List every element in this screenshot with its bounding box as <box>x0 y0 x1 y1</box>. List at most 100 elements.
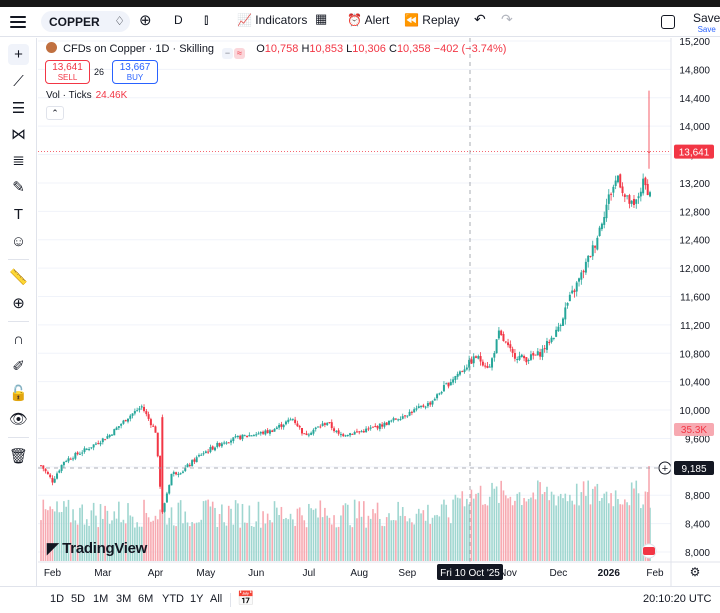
volume-bar <box>603 493 606 561</box>
chevron-up-icon[interactable]: ⌃ <box>46 106 64 120</box>
layouts-icon[interactable]: ▦ <box>315 11 328 26</box>
candle-body <box>452 379 455 383</box>
compare-plus-icon[interactable]: ⊕ <box>139 12 152 29</box>
candle-body <box>298 426 301 428</box>
trash-icon[interactable]: 🗑 <box>8 448 29 465</box>
replay-button[interactable]: ⏪ Replay <box>404 13 460 27</box>
pencil-lock-icon[interactable]: ✐ <box>12 358 25 375</box>
price-tick-label: 14,800 <box>679 65 710 76</box>
volume-bar <box>585 495 587 561</box>
emoji-icon[interactable]: ☺ <box>10 233 27 250</box>
volume-bar <box>573 504 576 561</box>
menu-icon[interactable] <box>10 16 26 28</box>
candle-body <box>115 427 118 430</box>
volume-bar <box>60 511 63 561</box>
fib-icon[interactable]: ≣ <box>12 152 25 169</box>
candle-body <box>184 467 187 471</box>
candle-body <box>365 428 368 432</box>
candle-body <box>408 411 411 416</box>
candle-body <box>273 429 276 432</box>
time-tick-label: Apr <box>148 568 164 579</box>
candle-body <box>104 439 107 441</box>
alert-button[interactable]: ⏰ Alert <box>347 13 389 27</box>
volume-bar <box>97 527 100 561</box>
zoom-icon[interactable]: ⊕ <box>12 295 25 312</box>
volume-bar <box>189 526 191 561</box>
range-3m[interactable]: 3M <box>116 593 132 605</box>
range-ytd[interactable]: YTD <box>162 593 184 605</box>
candle-body <box>548 341 551 344</box>
candle-body <box>51 477 54 483</box>
volume-bar <box>326 515 328 561</box>
indicators-button[interactable]: 📈 Indicators <box>237 13 307 27</box>
text-icon[interactable]: T <box>13 206 24 223</box>
range-6m[interactable]: 6M <box>138 593 154 605</box>
range-1d[interactable]: 1D <box>50 593 65 605</box>
horizontal-lines-icon[interactable]: ☰ <box>11 100 26 117</box>
price-chart[interactable]: 15,20014,80014,40014,00013,60013,20012,8… <box>38 38 720 586</box>
pattern-icon[interactable]: ⋈ <box>11 126 26 143</box>
candle-body <box>555 329 558 337</box>
brush-icon[interactable]: ✎ <box>12 179 25 196</box>
volume-bar <box>477 492 480 561</box>
fullscreen-icon[interactable] <box>661 15 675 29</box>
time-tick-label: Feb <box>44 568 62 579</box>
volume-bar <box>582 481 585 561</box>
range-1y[interactable]: 1Y <box>190 593 204 605</box>
volume-bar <box>406 521 409 561</box>
candle-body <box>644 177 647 186</box>
candle-body <box>319 426 322 428</box>
crosshair-icon[interactable]: + <box>8 44 29 65</box>
candle-body <box>562 318 564 326</box>
us-flag-icon <box>643 547 655 555</box>
candle-body <box>449 382 452 386</box>
candle-body <box>305 433 308 436</box>
collapse-legend-icon[interactable]: − <box>222 48 233 59</box>
candle-body <box>371 426 374 428</box>
range-5d[interactable]: 5D <box>71 593 86 605</box>
calendar-icon[interactable]: 📅 <box>237 590 255 606</box>
candle-body <box>200 454 203 456</box>
volume-bar <box>129 515 132 561</box>
volume-bar <box>628 505 631 561</box>
candle-body <box>234 436 237 438</box>
indicators-icon: 📈 <box>237 13 252 27</box>
ruler-icon[interactable]: 📏 <box>9 269 28 286</box>
price-tick-label: 14,000 <box>679 122 710 133</box>
price-tick-label: 8,800 <box>685 491 710 502</box>
volume-bar <box>193 523 196 561</box>
candles-icon[interactable]: ⫾ <box>204 11 209 27</box>
sell-button[interactable]: 13,641 SELL <box>45 60 90 84</box>
buy-button[interactable]: 13,667 BUY <box>112 60 158 84</box>
range-all[interactable]: All <box>210 593 223 605</box>
volume-bar <box>358 501 361 561</box>
candle-body <box>56 473 59 479</box>
candle-body <box>301 427 303 434</box>
volume-bar <box>401 507 404 561</box>
volume-bar <box>482 504 484 561</box>
volume-bar <box>463 506 466 561</box>
volume-bar <box>83 524 86 561</box>
gem-icon: ♢ <box>114 14 125 28</box>
range-1m[interactable]: 1M <box>93 593 109 605</box>
utc-time[interactable]: 20:10:20 UTC <box>643 593 712 605</box>
candle-body <box>566 302 569 306</box>
magnet-icon[interactable]: ∩ <box>13 331 24 348</box>
time-tick-label: Nov <box>499 568 517 579</box>
save-button[interactable]: Save Save <box>693 11 720 34</box>
candle-body <box>170 473 173 486</box>
settings-legend-icon[interactable]: ≈ <box>234 48 245 59</box>
candle-body <box>88 448 91 450</box>
lock-icon[interactable]: 🔓 <box>9 385 28 402</box>
eye-icon[interactable]: 👁 <box>8 411 29 428</box>
volume-bar <box>122 519 125 561</box>
volume-bar <box>363 501 365 561</box>
symbol-search[interactable]: COPPER ♢ <box>41 11 130 32</box>
redo-icon[interactable]: ↷ <box>501 11 513 27</box>
trend-line-icon[interactable]: ⟋ <box>13 73 24 90</box>
tradingview-logo: ◤ TradingView <box>47 539 147 557</box>
interval-button[interactable]: D <box>174 13 183 27</box>
volume-bar <box>76 524 79 561</box>
candle-body <box>83 448 86 452</box>
undo-icon[interactable]: ↶ <box>474 11 486 27</box>
